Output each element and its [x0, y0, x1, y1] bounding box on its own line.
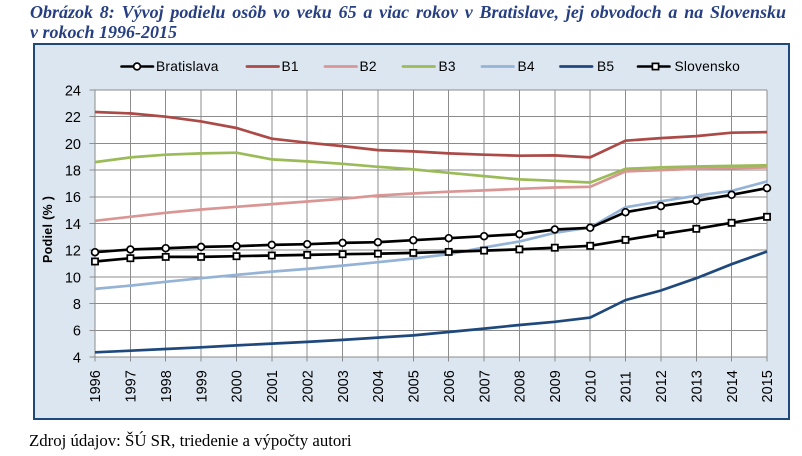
svg-text:14: 14	[65, 217, 81, 233]
svg-text:20: 20	[65, 137, 81, 153]
svg-text:B2: B2	[360, 59, 377, 74]
svg-text:8: 8	[73, 297, 81, 313]
svg-text:2014: 2014	[725, 370, 741, 402]
svg-text:1997: 1997	[124, 370, 140, 402]
svg-text:2000: 2000	[230, 370, 246, 402]
svg-text:2015: 2015	[760, 370, 776, 402]
svg-text:2008: 2008	[513, 370, 529, 402]
svg-text:2004: 2004	[371, 370, 387, 402]
svg-text:1998: 1998	[159, 370, 175, 402]
svg-text:24: 24	[65, 83, 81, 99]
svg-text:1996: 1996	[88, 370, 104, 402]
svg-text:10: 10	[65, 270, 81, 286]
svg-text:2011: 2011	[619, 371, 635, 402]
svg-text:2012: 2012	[654, 370, 670, 402]
svg-text:2001: 2001	[265, 370, 281, 402]
svg-text:4: 4	[73, 350, 81, 366]
svg-text:2002: 2002	[300, 370, 316, 402]
svg-text:2006: 2006	[442, 370, 458, 402]
svg-text:B1: B1	[282, 59, 299, 74]
svg-text:2010: 2010	[583, 370, 599, 402]
svg-text:12: 12	[65, 244, 81, 260]
svg-text:2007: 2007	[477, 370, 493, 402]
svg-text:2003: 2003	[336, 370, 352, 402]
svg-text:Slovensko: Slovensko	[675, 59, 741, 74]
svg-text:B5: B5	[597, 59, 614, 74]
svg-text:22: 22	[65, 110, 81, 126]
svg-text:1999: 1999	[194, 370, 210, 402]
svg-text:16: 16	[65, 190, 81, 206]
svg-text:2013: 2013	[690, 370, 706, 402]
svg-text:18: 18	[65, 164, 81, 180]
svg-text:Podiel (% ): Podiel (% )	[41, 196, 55, 263]
svg-text:Bratislava: Bratislava	[156, 59, 219, 74]
svg-text:2005: 2005	[407, 370, 423, 402]
svg-text:B3: B3	[439, 59, 456, 74]
svg-text:2009: 2009	[548, 370, 564, 402]
svg-text:6: 6	[73, 324, 81, 340]
svg-text:B4: B4	[518, 59, 535, 74]
